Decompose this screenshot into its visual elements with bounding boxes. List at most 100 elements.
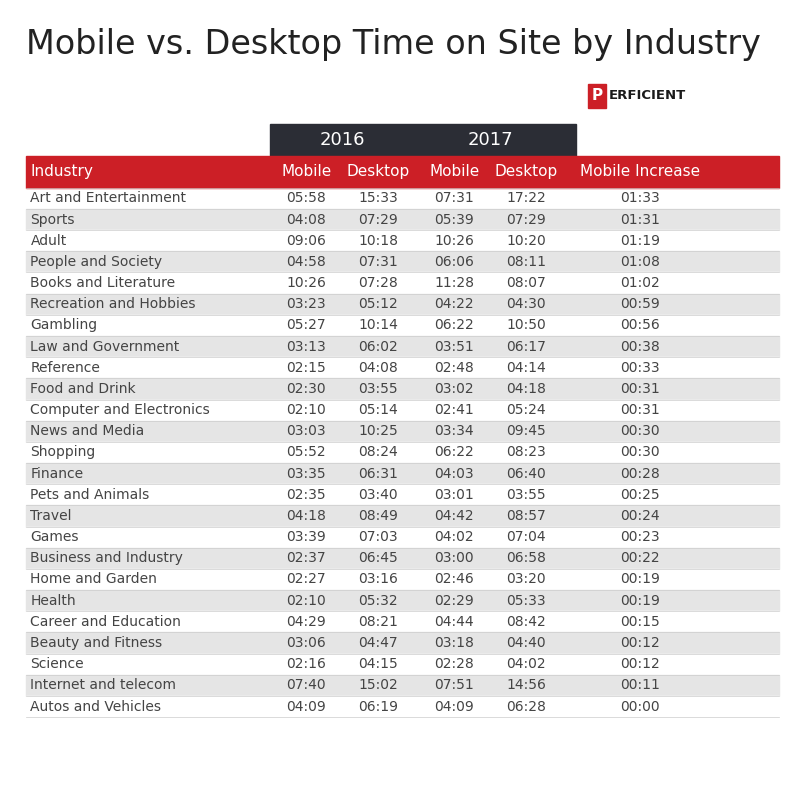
Text: 10:26: 10:26 — [286, 276, 326, 290]
Text: 03:55: 03:55 — [506, 487, 546, 502]
Text: 07:51: 07:51 — [434, 678, 474, 693]
Text: 02:15: 02:15 — [286, 360, 326, 375]
Text: Sports: Sports — [30, 213, 75, 227]
Text: Health: Health — [30, 594, 76, 608]
Text: 15:33: 15:33 — [358, 191, 398, 205]
Text: Pets and Animals: Pets and Animals — [30, 487, 150, 502]
Bar — [26, 633, 779, 654]
Text: 05:12: 05:12 — [358, 297, 398, 312]
Text: Finance: Finance — [30, 467, 83, 481]
Text: 04:58: 04:58 — [286, 255, 326, 269]
Text: Reference: Reference — [30, 360, 100, 375]
Text: 00:33: 00:33 — [620, 360, 660, 375]
Text: 03:51: 03:51 — [434, 340, 474, 354]
Text: 03:06: 03:06 — [286, 636, 326, 650]
Text: 00:23: 00:23 — [620, 530, 660, 544]
Bar — [26, 590, 779, 611]
Text: 04:02: 04:02 — [506, 657, 546, 671]
Text: 05:14: 05:14 — [358, 403, 398, 417]
Text: Desktop: Desktop — [494, 165, 558, 179]
Text: ERFICIENT: ERFICIENT — [609, 89, 686, 102]
Text: 01:08: 01:08 — [620, 255, 660, 269]
Text: Computer and Electronics: Computer and Electronics — [30, 403, 210, 417]
Text: 15:02: 15:02 — [358, 678, 398, 693]
Text: 08:57: 08:57 — [506, 509, 546, 523]
Bar — [26, 357, 779, 379]
Text: 03:18: 03:18 — [434, 636, 474, 650]
Text: 00:31: 00:31 — [620, 403, 660, 417]
Text: 02:35: 02:35 — [286, 487, 326, 502]
Text: 06:22: 06:22 — [434, 318, 474, 332]
Text: 06:17: 06:17 — [506, 340, 546, 354]
Bar — [26, 315, 779, 336]
Text: 00:28: 00:28 — [620, 467, 660, 481]
Bar — [26, 484, 779, 506]
Text: 02:27: 02:27 — [286, 572, 326, 586]
Text: 02:37: 02:37 — [286, 551, 326, 566]
Text: 04:22: 04:22 — [434, 297, 474, 312]
Text: 09:06: 09:06 — [286, 233, 326, 248]
Text: 04:44: 04:44 — [434, 614, 474, 629]
Text: Mobile Increase: Mobile Increase — [580, 165, 700, 179]
Text: 03:03: 03:03 — [286, 424, 326, 439]
Bar — [26, 675, 779, 696]
Bar — [26, 611, 779, 633]
Text: 08:49: 08:49 — [358, 509, 398, 523]
Text: 03:01: 03:01 — [434, 487, 474, 502]
Text: Science: Science — [30, 657, 84, 671]
Text: Law and Government: Law and Government — [30, 340, 180, 354]
Text: 00:19: 00:19 — [620, 572, 660, 586]
Text: Industry: Industry — [30, 165, 94, 179]
Text: 07:04: 07:04 — [506, 530, 546, 544]
Text: Travel: Travel — [30, 509, 72, 523]
Bar — [26, 379, 779, 400]
Text: 00:56: 00:56 — [620, 318, 660, 332]
Text: 07:40: 07:40 — [286, 678, 326, 693]
Text: Desktop: Desktop — [346, 165, 410, 179]
Text: 03:34: 03:34 — [434, 424, 474, 439]
Bar — [588, 84, 606, 108]
Text: 07:03: 07:03 — [358, 530, 398, 544]
Bar — [26, 463, 779, 484]
Text: 04:08: 04:08 — [286, 213, 326, 227]
Text: 07:31: 07:31 — [358, 255, 398, 269]
Text: 06:06: 06:06 — [434, 255, 474, 269]
Text: 02:46: 02:46 — [434, 572, 474, 586]
Text: 06:19: 06:19 — [358, 699, 398, 714]
Text: 00:11: 00:11 — [620, 678, 660, 693]
Text: 03:23: 03:23 — [286, 297, 326, 312]
Text: 04:40: 04:40 — [506, 636, 546, 650]
Text: 00:31: 00:31 — [620, 382, 660, 396]
Text: News and Media: News and Media — [30, 424, 145, 439]
Text: 06:45: 06:45 — [358, 551, 398, 566]
Text: Games: Games — [30, 530, 79, 544]
Text: 02:10: 02:10 — [286, 403, 326, 417]
Text: 11:28: 11:28 — [434, 276, 474, 290]
Text: 01:19: 01:19 — [620, 233, 660, 248]
Text: 03:00: 03:00 — [434, 551, 474, 566]
Text: 07:28: 07:28 — [358, 276, 398, 290]
Text: Books and Literature: Books and Literature — [30, 276, 175, 290]
Text: Art and Entertainment: Art and Entertainment — [30, 191, 186, 205]
Bar — [26, 506, 779, 527]
Text: 02:41: 02:41 — [434, 403, 474, 417]
Text: 04:15: 04:15 — [358, 657, 398, 671]
Text: Mobile vs. Desktop Time on Site by Industry: Mobile vs. Desktop Time on Site by Indus… — [26, 28, 762, 61]
Text: Home and Garden: Home and Garden — [30, 572, 158, 586]
Bar — [270, 124, 576, 156]
Text: 00:38: 00:38 — [620, 340, 660, 354]
Text: Food and Drink: Food and Drink — [30, 382, 136, 396]
Text: 10:26: 10:26 — [434, 233, 474, 248]
Text: 00:25: 00:25 — [620, 487, 660, 502]
Text: 08:23: 08:23 — [506, 445, 546, 459]
Text: 02:28: 02:28 — [434, 657, 474, 671]
Text: Mobile: Mobile — [282, 165, 331, 179]
Bar — [26, 421, 779, 442]
Text: 00:22: 00:22 — [620, 551, 660, 566]
Text: 00:59: 00:59 — [620, 297, 660, 312]
Text: 05:39: 05:39 — [434, 213, 474, 227]
Text: 04:29: 04:29 — [286, 614, 326, 629]
Text: 2017: 2017 — [467, 131, 514, 149]
Bar — [26, 230, 779, 252]
Text: 00:30: 00:30 — [620, 424, 660, 439]
